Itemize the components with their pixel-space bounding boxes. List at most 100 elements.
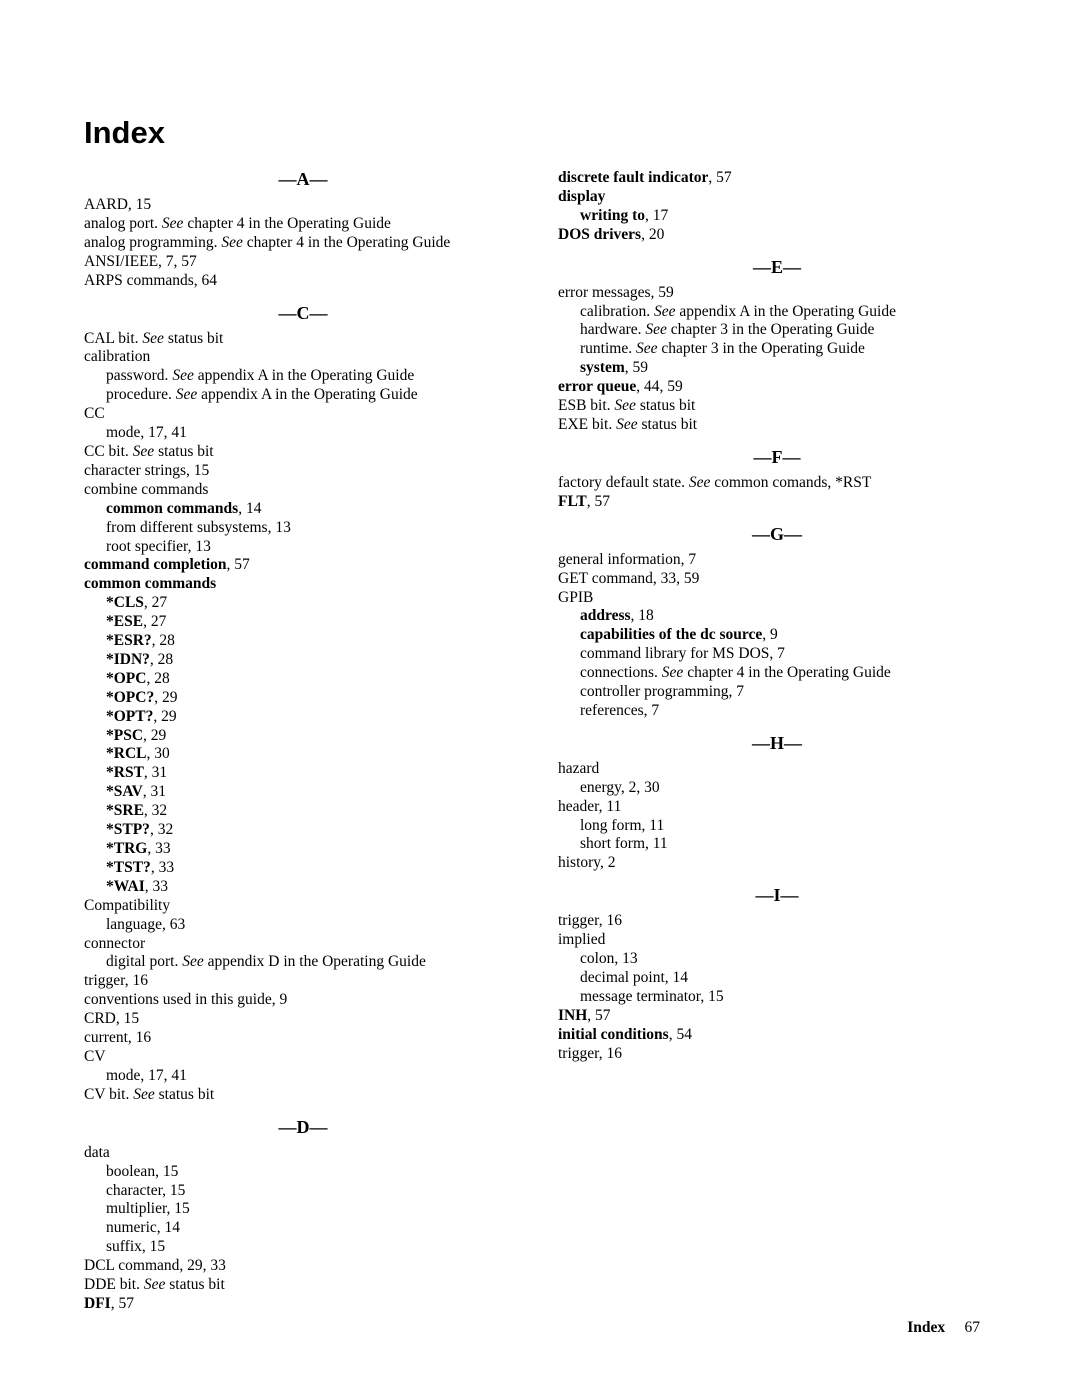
index-entry: connections. See chapter 4 in the Operat… (558, 664, 996, 683)
index-entry-run: See (142, 330, 164, 347)
index-entry-run: , 57 (587, 1007, 610, 1024)
index-entry-run: , 33 (151, 859, 174, 876)
index-entry-run: password. (106, 367, 172, 384)
index-entry: CC (84, 405, 522, 424)
index-entry: *CLS, 27 (84, 594, 522, 613)
index-entry-run: language, 63 (106, 916, 185, 933)
index-entry: EXE bit. See status bit (558, 416, 996, 435)
section-letter: —F— (558, 435, 996, 468)
index-entry-run: discrete fault indicator (558, 169, 708, 186)
index-entry-run: *RST (106, 764, 144, 781)
index-entry: energy, 2, 30 (558, 779, 996, 798)
index-entry-run: factory default state. (558, 474, 689, 491)
index-entry-run: status bit (154, 443, 213, 460)
index-entry-run: system (580, 359, 625, 376)
index-entry-run: decimal point, 14 (580, 969, 688, 986)
index-entry-run: , 28 (152, 632, 175, 649)
index-entry: *OPC, 28 (84, 670, 522, 689)
index-entry: *STP?, 32 (84, 821, 522, 840)
index-entry-run: capabilities of the dc source (580, 626, 762, 643)
index-entry: procedure. See appendix A in the Operati… (84, 386, 522, 405)
index-entry-run: status bit (164, 330, 223, 347)
index-entry: AARD, 15 (84, 196, 522, 215)
index-entry: runtime. See chapter 3 in the Operating … (558, 340, 996, 359)
index-entry-run: CV (84, 1048, 106, 1065)
index-entry: capabilities of the dc source, 9 (558, 626, 996, 645)
index-entry-run: error queue (558, 378, 636, 395)
index-entry: CV (84, 1048, 522, 1067)
index-entry-run: digital port. (106, 953, 182, 970)
index-entry: short form, 11 (558, 835, 996, 854)
index-entry-run: trigger, 16 (558, 912, 622, 929)
index-entry-run: root specifier, 13 (106, 538, 211, 555)
index-entry-run: procedure. (106, 386, 176, 403)
footer-page-number: 67 (965, 1319, 981, 1336)
index-entry: current, 16 (84, 1029, 522, 1048)
index-entry-run: DFI (84, 1295, 111, 1312)
index-entry: analog programming. See chapter 4 in the… (84, 234, 522, 253)
index-entry-run: *PSC (106, 727, 143, 744)
index-entry-run: , 57 (708, 169, 731, 186)
index-entry-run: conventions used in this guide, 9 (84, 991, 287, 1008)
index-entry-run: , 28 (150, 651, 173, 668)
index-entry-run: controller programming, 7 (580, 683, 744, 700)
index-entry: ARPS commands, 64 (84, 272, 522, 291)
index-entry-run: , 29 (143, 727, 166, 744)
index-entry-run: See (614, 397, 636, 414)
index-entry-run: See (133, 1086, 155, 1103)
index-entry: error queue, 44, 59 (558, 378, 996, 397)
index-entry-run: See (616, 416, 638, 433)
index-entry: factory default state. See common comand… (558, 474, 996, 493)
index-entry-run: character strings, 15 (84, 462, 209, 479)
index-entry: ANSI/IEEE, 7, 57 (84, 253, 522, 272)
index-entry: GPIB (558, 589, 996, 608)
index-entry-run: , 32 (144, 802, 167, 819)
index-entry-run: , 31 (144, 764, 167, 781)
index-entry: DCL command, 29, 33 (84, 1257, 522, 1276)
index-entry: from different subsystems, 13 (84, 519, 522, 538)
index-entry-run: , 30 (146, 745, 169, 762)
index-entry: initial conditions, 54 (558, 1026, 996, 1045)
index-entry-run: error messages, 59 (558, 284, 674, 301)
index-entry-run: calibration (84, 348, 150, 365)
index-entry-run: See (162, 215, 184, 232)
index-entry: FLT, 57 (558, 493, 996, 512)
index-entry: system, 59 (558, 359, 996, 378)
index-entry: suffix, 15 (84, 1238, 522, 1257)
index-entry-run: appendix A in the Operating Guide (194, 367, 414, 384)
index-entry-run: , 28 (146, 670, 169, 687)
page-title: Index (84, 115, 996, 151)
index-entry: boolean, 15 (84, 1163, 522, 1182)
index-entry-run: *RCL (106, 745, 146, 762)
section-letter: —G— (558, 512, 996, 545)
index-entry-run: , 33 (145, 878, 168, 895)
index-entry-run: short form, 11 (580, 835, 668, 852)
index-entry-run: , 57 (587, 493, 610, 510)
index-entry-run: DOS drivers (558, 226, 641, 243)
index-entry: writing to, 17 (558, 207, 996, 226)
index-entry: *OPC?, 29 (84, 689, 522, 708)
page-footer: Index 67 (907, 1319, 980, 1337)
index-entry: mode, 17, 41 (84, 1067, 522, 1086)
index-entry-run: current, 16 (84, 1029, 151, 1046)
index-entry: hardware. See chapter 3 in the Operating… (558, 321, 996, 340)
index-entry-run: calibration. (580, 303, 654, 320)
index-entry: CRD, 15 (84, 1010, 522, 1029)
index-entry-run: DDE bit. (84, 1276, 144, 1293)
index-entry: calibration (84, 348, 522, 367)
index-entry-run: ESB bit. (558, 397, 614, 414)
index-entry: digital port. See appendix D in the Oper… (84, 953, 522, 972)
index-entry: mode, 17, 41 (84, 424, 522, 443)
index-entry: decimal point, 14 (558, 969, 996, 988)
index-entry: character strings, 15 (84, 462, 522, 481)
index-entry: calibration. See appendix A in the Opera… (558, 303, 996, 322)
index-entry: controller programming, 7 (558, 683, 996, 702)
index-entry-run: colon, 13 (580, 950, 638, 967)
footer-label: Index (907, 1319, 945, 1336)
index-entry-run: See (636, 340, 658, 357)
index-entry: multiplier, 15 (84, 1200, 522, 1219)
index-entry: INH, 57 (558, 1007, 996, 1026)
index-entry-run: mode, 17, 41 (106, 424, 187, 441)
index-entry: connector (84, 935, 522, 954)
index-entry-run: common commands (84, 575, 216, 592)
